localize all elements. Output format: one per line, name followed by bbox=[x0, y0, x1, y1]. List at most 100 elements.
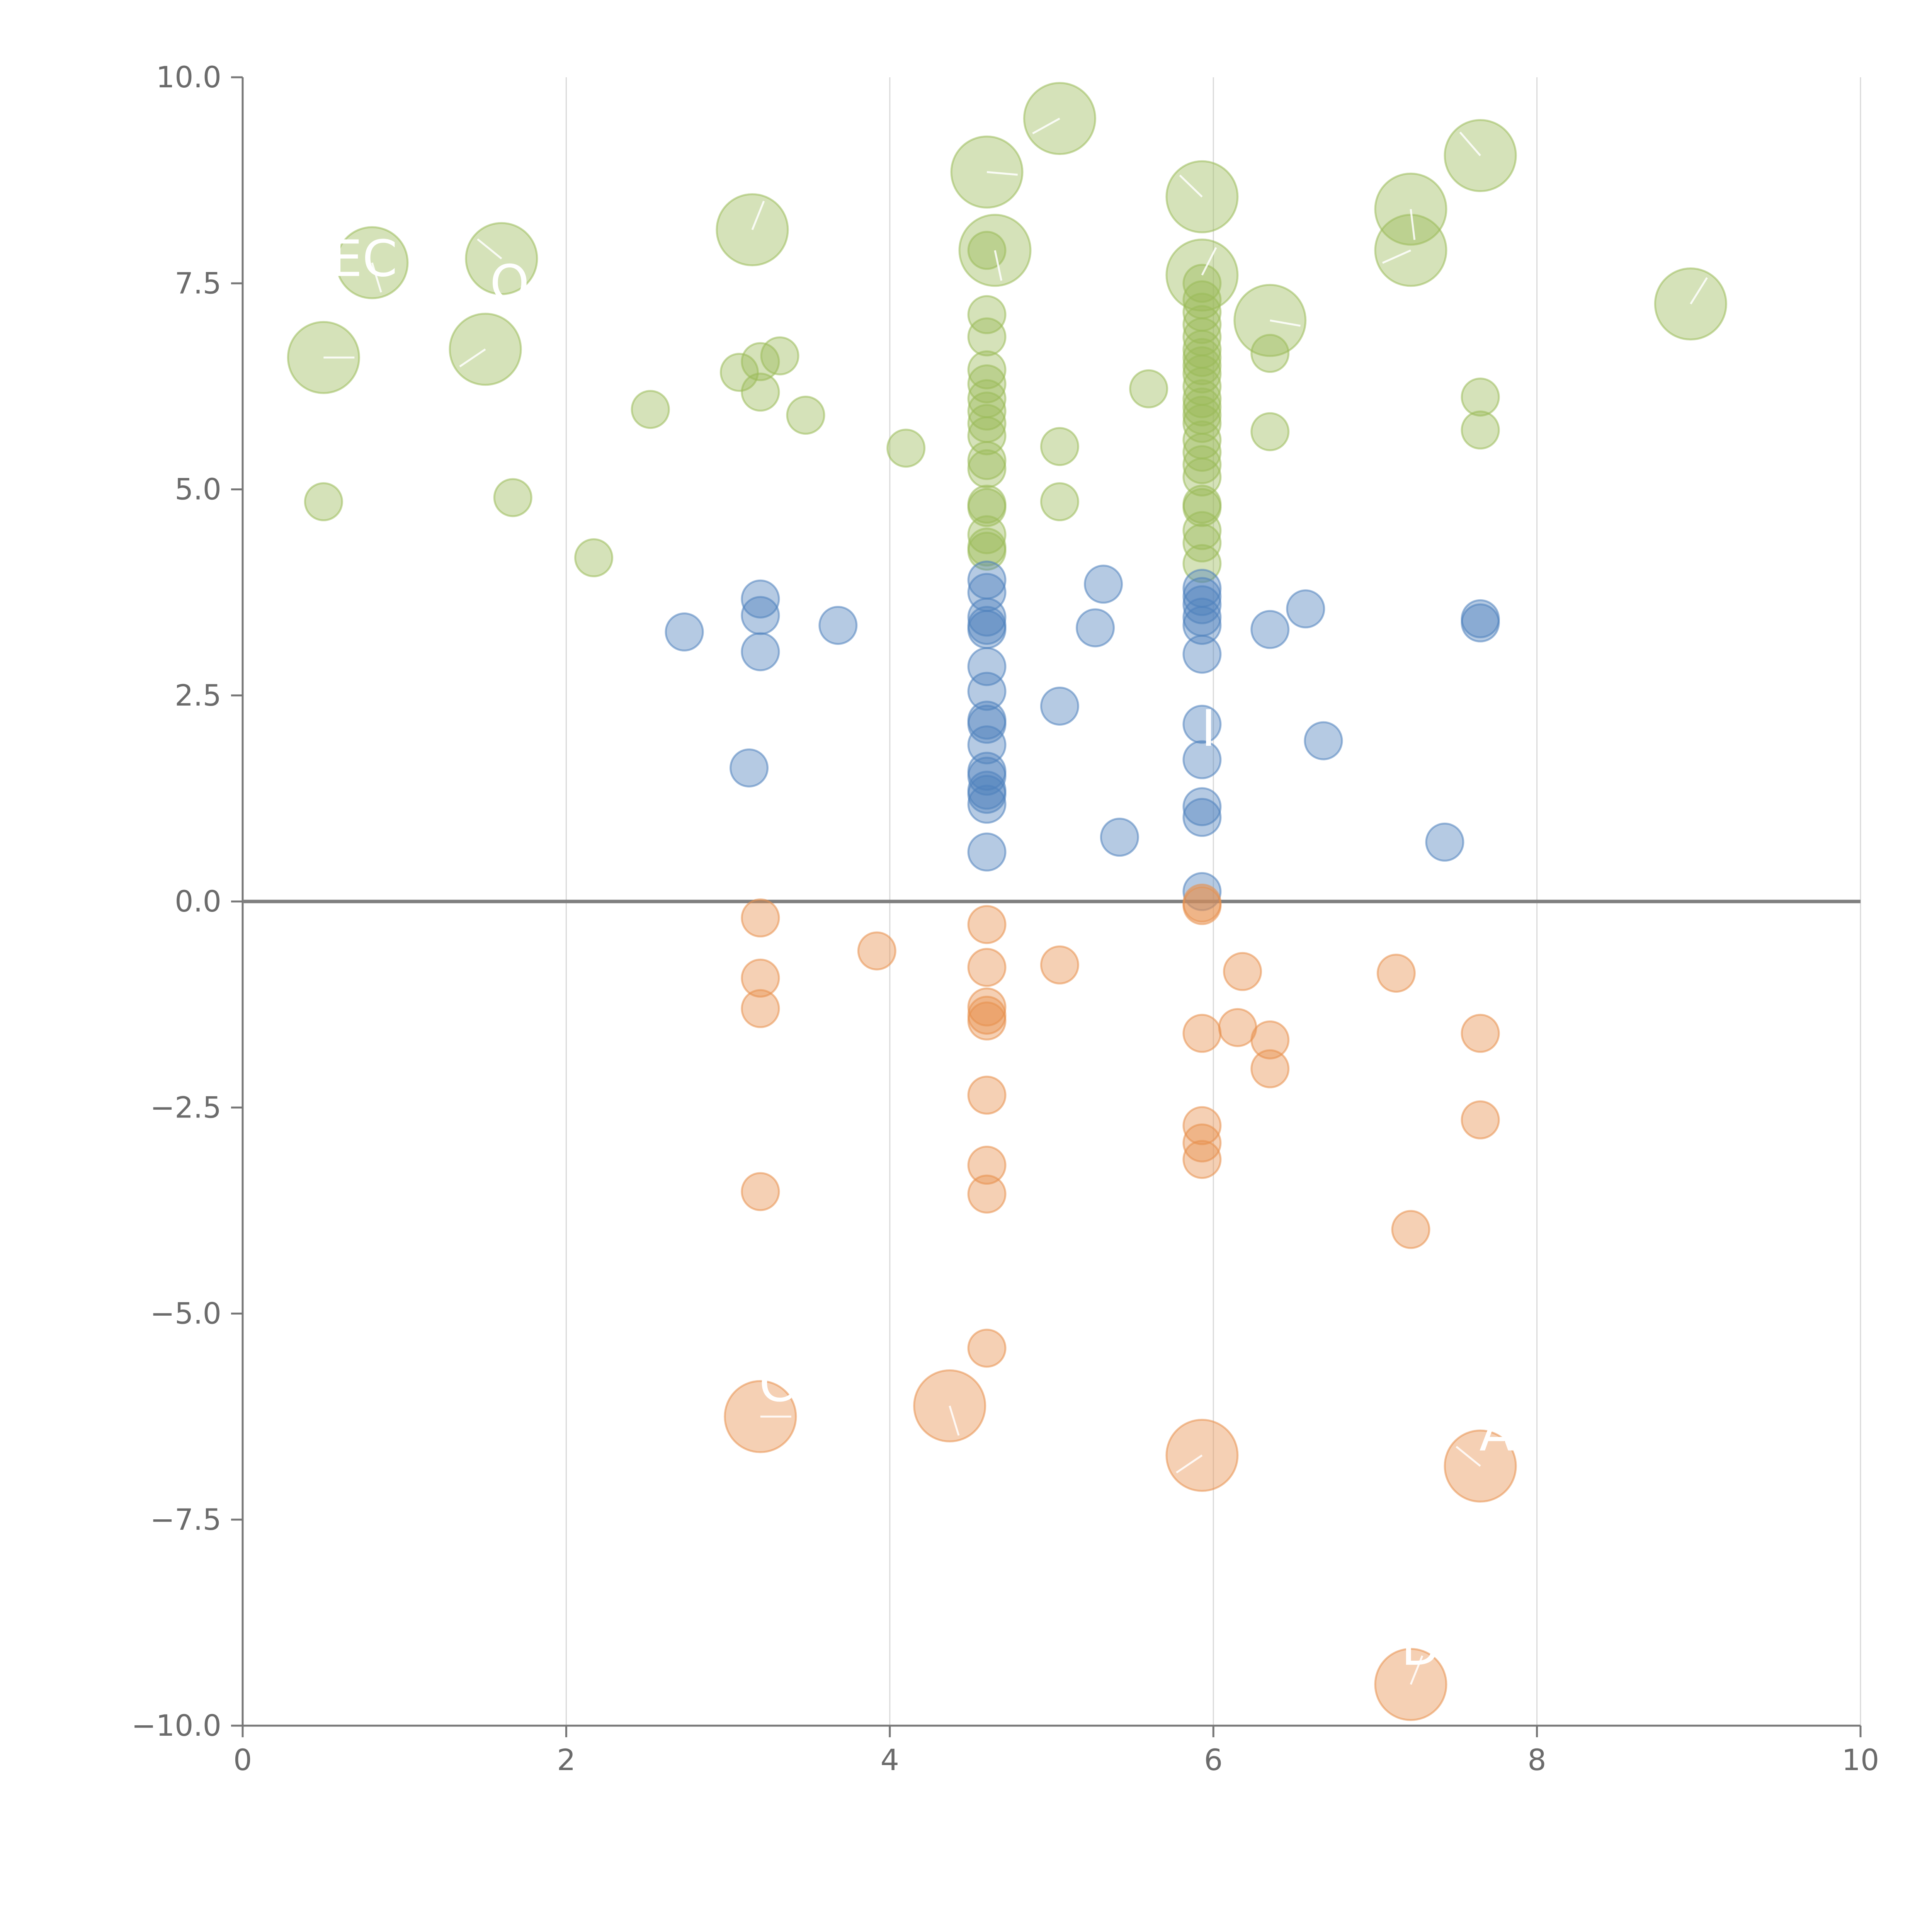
high-bubble bbox=[1182, 511, 1222, 550]
low-bubble bbox=[1083, 565, 1123, 604]
low-bubble bbox=[1304, 721, 1343, 760]
negative-bubble bbox=[1461, 1014, 1500, 1053]
high-bubble bbox=[1182, 457, 1222, 497]
bubble-leader-line bbox=[1270, 319, 1301, 327]
x-tick-label: 8 bbox=[1527, 1743, 1546, 1777]
high-bubble bbox=[1461, 410, 1500, 450]
bubble-leader-line bbox=[1032, 117, 1060, 134]
low-bubble bbox=[1182, 577, 1222, 616]
high-bubble bbox=[1165, 160, 1239, 233]
low-bubble bbox=[967, 832, 1007, 872]
bubbles bbox=[287, 82, 1727, 1721]
low-bubble bbox=[1182, 605, 1222, 645]
bubble-leader-line bbox=[1179, 174, 1203, 198]
y-tick-label: 10.0 bbox=[156, 60, 221, 94]
negative-bubble bbox=[967, 1001, 1007, 1041]
high-bubble bbox=[1461, 378, 1500, 417]
low-bubble bbox=[967, 784, 1007, 824]
bubble-labels: EC O I C A D bbox=[323, 117, 1708, 1685]
high-bubble bbox=[967, 295, 1007, 334]
low-bubble bbox=[1250, 610, 1290, 649]
bubble-leader-line bbox=[751, 201, 765, 230]
negative-bubble bbox=[741, 989, 780, 1028]
y-tick-label: 2.5 bbox=[175, 678, 221, 713]
y-tick-label: −7.5 bbox=[150, 1502, 221, 1537]
high-bubble bbox=[967, 531, 1007, 571]
bubble-annotation: O bbox=[490, 254, 529, 313]
high-bubble bbox=[967, 317, 1007, 357]
bubble-annotation: I bbox=[1201, 699, 1216, 758]
high-bubble bbox=[760, 336, 799, 376]
low-bubble bbox=[1182, 740, 1222, 779]
negative-bubble bbox=[1461, 1100, 1500, 1139]
negative-bubble bbox=[1182, 1123, 1222, 1163]
low-bubble bbox=[967, 704, 1007, 744]
negative-bubble bbox=[741, 1172, 780, 1211]
bubble-leader-line bbox=[1459, 131, 1481, 156]
low-bubble bbox=[1182, 634, 1222, 674]
negative-bubble bbox=[1182, 1106, 1222, 1145]
low-bubble bbox=[1286, 589, 1325, 629]
high-bubble bbox=[886, 429, 926, 468]
negative-bubble bbox=[1250, 1020, 1290, 1060]
high-bubble bbox=[574, 538, 614, 578]
negative-bubble bbox=[967, 1075, 1007, 1115]
x-tick-label: 0 bbox=[233, 1743, 252, 1777]
negative-bubble bbox=[857, 931, 896, 971]
bubble-leader-line bbox=[949, 1405, 960, 1436]
high-bubble bbox=[1040, 427, 1079, 466]
negative-bubble bbox=[967, 987, 1007, 1027]
negative-bubble bbox=[967, 1328, 1007, 1368]
high-bubble bbox=[1182, 488, 1222, 527]
high-bubble bbox=[967, 488, 1007, 527]
high-bubble bbox=[719, 353, 759, 392]
x-tick-label: 4 bbox=[881, 1743, 899, 1777]
low-bubble bbox=[1461, 603, 1500, 643]
high-bubble bbox=[631, 390, 670, 429]
low-bubble bbox=[967, 775, 1007, 814]
low-bubble bbox=[1182, 704, 1222, 744]
low-bubble bbox=[741, 596, 780, 635]
y-tick-label: −10.0 bbox=[131, 1708, 221, 1743]
high-bubble bbox=[967, 364, 1007, 403]
low-bubble bbox=[967, 672, 1007, 711]
negative-bubble bbox=[967, 948, 1007, 987]
low-bubble bbox=[1076, 608, 1115, 648]
low-bubble bbox=[1040, 686, 1079, 726]
negative-bubble bbox=[1182, 1014, 1222, 1053]
high-bubble bbox=[1182, 264, 1222, 303]
high-bubble bbox=[967, 231, 1007, 270]
low-bubble bbox=[967, 610, 1007, 649]
high-bubble bbox=[1250, 334, 1290, 373]
low-bubble bbox=[665, 612, 704, 652]
y-tick-label: −2.5 bbox=[150, 1090, 221, 1124]
bubble-leader-line bbox=[1176, 1454, 1203, 1474]
high-bubble bbox=[1182, 346, 1222, 386]
bubble-annotation: D bbox=[1401, 1618, 1440, 1677]
high-bubble bbox=[967, 350, 1007, 389]
low-bubble bbox=[1100, 818, 1139, 857]
bubble-leader-line bbox=[371, 262, 382, 293]
low-bubble bbox=[967, 597, 1007, 637]
bubble-leader-line bbox=[459, 348, 486, 367]
bubble-leader-line bbox=[994, 250, 1003, 281]
bubble-leader-line bbox=[1410, 209, 1416, 240]
bubble-leader-line bbox=[986, 171, 1018, 176]
high-bubble bbox=[1182, 338, 1222, 377]
negative-bubble bbox=[1376, 954, 1416, 993]
negative-bubble bbox=[967, 1174, 1007, 1214]
negative-bubble bbox=[741, 898, 780, 938]
high-bubble bbox=[493, 478, 532, 517]
low-bubble bbox=[1182, 787, 1222, 827]
low-bubble bbox=[741, 579, 780, 619]
negative-bubble bbox=[1040, 945, 1079, 985]
low-bubble bbox=[1182, 585, 1222, 624]
bubble-annotation: EC bbox=[331, 229, 398, 288]
bubble-leader-line bbox=[1410, 1655, 1423, 1685]
high-bubble bbox=[1182, 523, 1222, 563]
y-tick-label: 7.5 bbox=[175, 266, 221, 300]
low-bubble bbox=[741, 632, 780, 672]
high-bubble bbox=[1129, 369, 1168, 408]
high-bubble bbox=[967, 441, 1007, 480]
x-tick-label: 10 bbox=[1842, 1743, 1879, 1777]
